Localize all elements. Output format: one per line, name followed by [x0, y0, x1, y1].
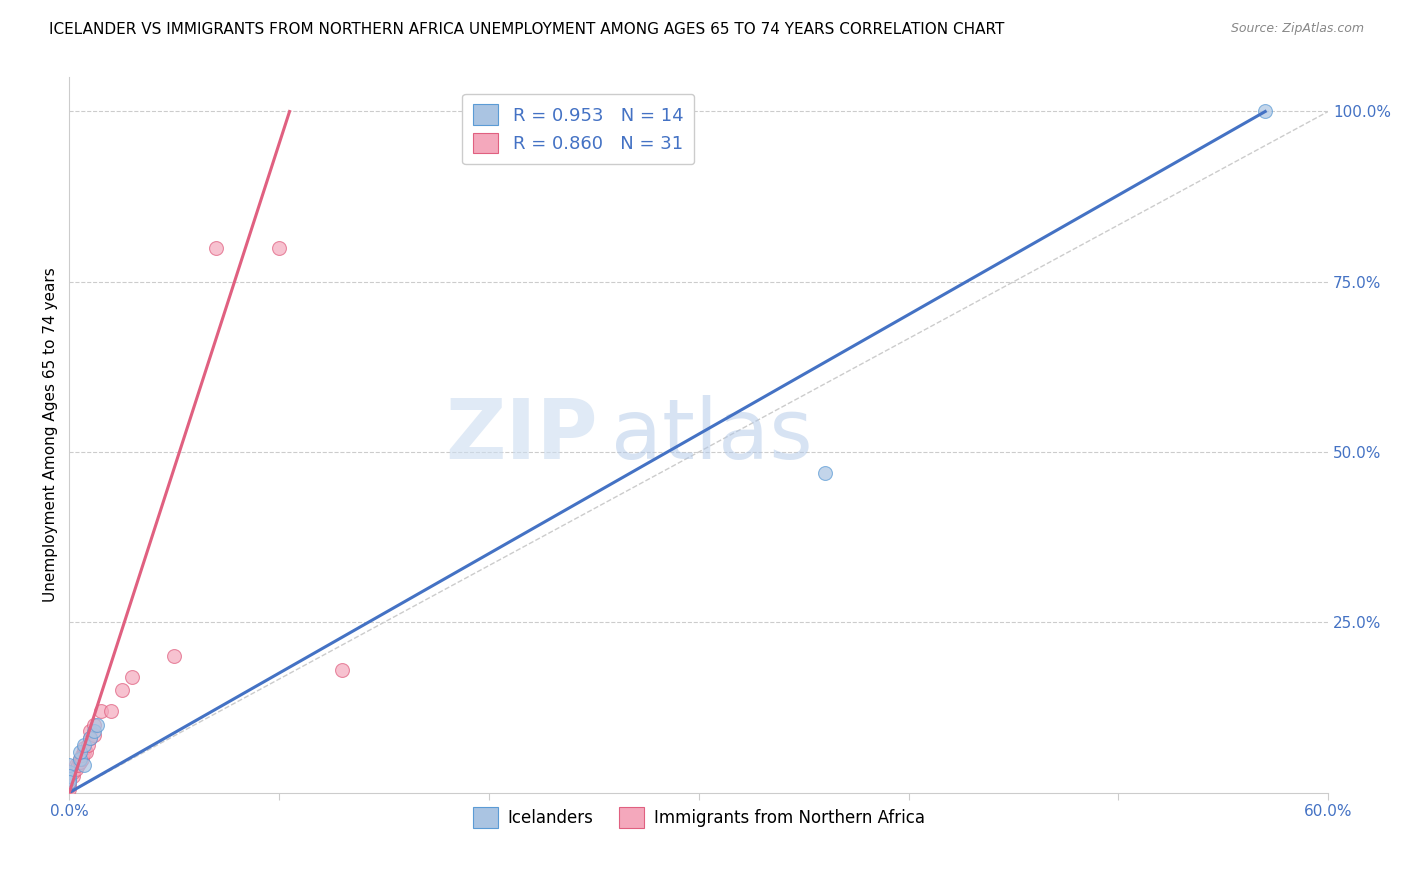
Point — [69, 751, 91, 765]
Point — [62, 769, 84, 783]
Point — [62, 765, 84, 780]
Point — [83, 728, 105, 742]
Point — [73, 738, 96, 752]
Point — [83, 724, 105, 739]
Point — [58, 775, 80, 789]
Text: Source: ZipAtlas.com: Source: ZipAtlas.com — [1230, 22, 1364, 36]
Point — [79, 731, 101, 746]
Point — [69, 755, 91, 769]
Point — [58, 758, 80, 772]
Point — [70, 751, 93, 765]
Point — [58, 769, 80, 783]
Point — [66, 758, 89, 772]
Point — [58, 772, 80, 786]
Point — [79, 724, 101, 739]
Point — [163, 649, 186, 664]
Point — [121, 670, 143, 684]
Point — [813, 466, 835, 480]
Point — [69, 745, 91, 759]
Point — [58, 772, 80, 786]
Text: ZIP: ZIP — [446, 394, 598, 475]
Point — [73, 758, 96, 772]
Point — [79, 731, 101, 746]
Point — [58, 765, 80, 780]
Point — [58, 775, 80, 789]
Y-axis label: Unemployment Among Ages 65 to 74 years: Unemployment Among Ages 65 to 74 years — [44, 268, 58, 602]
Point — [69, 751, 91, 765]
Legend: Icelanders, Immigrants from Northern Africa: Icelanders, Immigrants from Northern Afr… — [465, 801, 931, 834]
Point — [1254, 104, 1277, 119]
Point — [70, 748, 93, 763]
Point — [58, 779, 80, 793]
Text: atlas: atlas — [610, 394, 813, 475]
Point — [73, 741, 96, 756]
Point — [65, 758, 87, 772]
Point — [330, 663, 353, 677]
Point — [100, 704, 122, 718]
Point — [111, 683, 134, 698]
Point — [65, 762, 87, 776]
Point — [58, 782, 80, 797]
Point — [205, 241, 228, 255]
Point — [83, 717, 105, 731]
Text: ICELANDER VS IMMIGRANTS FROM NORTHERN AFRICA UNEMPLOYMENT AMONG AGES 65 TO 74 YE: ICELANDER VS IMMIGRANTS FROM NORTHERN AF… — [49, 22, 1004, 37]
Point — [86, 717, 108, 731]
Point — [58, 765, 80, 780]
Point — [77, 738, 100, 752]
Point — [90, 704, 112, 718]
Point — [267, 241, 290, 255]
Point — [75, 745, 97, 759]
Point — [58, 769, 80, 783]
Point — [73, 745, 96, 759]
